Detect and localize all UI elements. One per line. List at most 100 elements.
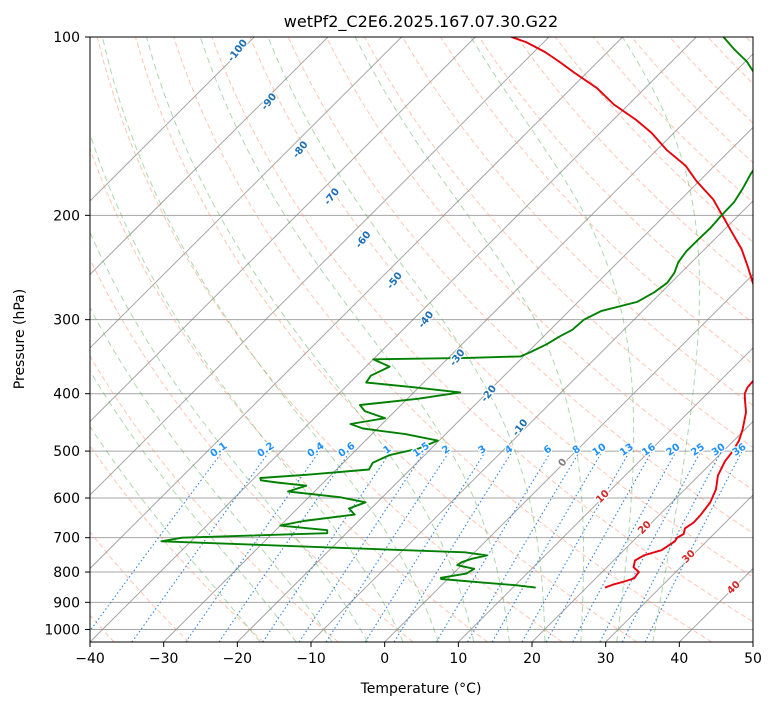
chart-title: wetPf2_C2E6.2025.167.07.30.G22 [284, 12, 558, 32]
dry-adiabat-line [90, 355, 339, 642]
dry-adiabat-line [669, 37, 753, 124]
isotherm-line [90, 37, 697, 642]
isotherm-line [752, 641, 753, 642]
dry-adiabat-label: 20 [636, 519, 654, 537]
isotherm-line [678, 567, 753, 642]
x-tick-label: −10 [296, 651, 326, 667]
moist-adiabat-line [470, 37, 635, 642]
moist-adiabat-line [90, 231, 369, 642]
mixing-ratio-label: 20 [665, 442, 683, 459]
dry-adiabat-line [90, 530, 190, 642]
y-tick-label: 200 [53, 208, 80, 224]
isotherm-line [457, 347, 753, 642]
moist-adiabat-label: -80 [291, 139, 311, 160]
isotherm-line [384, 273, 753, 642]
moist-adiabat-line [102, 37, 439, 642]
dry-adiabat-line [211, 37, 753, 623]
moist-adiabat-label: -10 [511, 417, 531, 438]
moist-adiabat-line [146, 37, 475, 642]
mixing-ratio-label: 25 [689, 442, 707, 459]
y-tick-label: 1000 [44, 622, 80, 638]
mixing-ratio-line [262, 450, 392, 642]
mixing-ratio-line [185, 450, 321, 642]
dry-adiabat-line [96, 37, 563, 642]
mixing-ratio-label: 6 [542, 444, 554, 457]
dry-adiabat-line [440, 37, 753, 365]
mixing-ratio-label: 0.4 [306, 441, 327, 460]
moist-adiabat-line [622, 37, 700, 642]
x-tick-label: 30 [597, 651, 615, 667]
mixing-ratio-label: 13 [618, 442, 636, 459]
dry-adiabat-line [90, 445, 264, 642]
y-tick-label: 800 [53, 565, 80, 581]
moist-adiabat-label: -50 [385, 270, 405, 291]
mixing-ratio-label: 2 [440, 444, 452, 457]
isotherm-line [531, 420, 753, 642]
dewpoint-line [160, 37, 753, 589]
dry-adiabat-line [745, 37, 753, 45]
moist-adiabat-line [267, 37, 546, 642]
moist-adiabat-label: -60 [354, 229, 374, 250]
isotherm-line [605, 494, 753, 642]
isotherm-line [90, 37, 402, 349]
moist-adiabat-label: -30 [448, 347, 468, 368]
y-tick-label: 700 [53, 531, 80, 547]
mixing-ratio-line [467, 450, 581, 642]
mixing-ratio-line [644, 450, 743, 642]
mixing-ratio-line [393, 450, 513, 642]
dry-adiabat-line [90, 147, 488, 642]
moist-adiabat-line [354, 37, 585, 642]
mixing-ratio-label: 36 [731, 442, 749, 459]
moist-adiabat-line [90, 306, 333, 642]
mixing-ratio-line [298, 450, 426, 642]
y-tick-label: 400 [53, 387, 80, 403]
moist-adiabat-line [90, 425, 261, 642]
dry-adiabat-line [402, 37, 753, 406]
mixing-ratio-line [131, 450, 271, 642]
y-tick-label: 500 [53, 444, 80, 460]
isotherm-line [90, 37, 550, 496]
y-tick-label: 600 [53, 491, 80, 507]
x-axis-label: Temperature (°C) [360, 681, 482, 697]
mixing-ratio-label: 16 [640, 442, 658, 459]
dry-adiabat-line [249, 37, 753, 578]
mixing-ratio-line [572, 450, 677, 642]
x-tick-label: 10 [449, 651, 467, 667]
y-axis-label: Pressure (hPa) [12, 289, 28, 389]
moist-adiabat-line [90, 369, 297, 642]
x-tick-label: −30 [149, 651, 179, 667]
dry-adiabat-line [325, 37, 753, 491]
mixing-ratio-line [90, 450, 224, 632]
dry-adiabat-label: 30 [680, 548, 698, 566]
zero-label: 0 [557, 457, 570, 469]
dry-adiabat-line [134, 37, 638, 642]
dry-adiabat-line [173, 37, 712, 642]
y-tick-label: 100 [53, 30, 80, 46]
x-tick-label: −20 [223, 651, 253, 667]
moist-adiabat-label: -70 [322, 186, 342, 207]
mixing-ratio-label: 30 [710, 442, 728, 459]
temperature-line [511, 37, 753, 589]
isotherm-line [236, 126, 753, 642]
dry-adiabat-line [90, 258, 414, 642]
dry-adiabat-line [707, 37, 753, 85]
y-tick-label: 300 [53, 313, 80, 329]
isotherm-line [310, 200, 753, 642]
x-tick-label: 50 [744, 651, 762, 667]
dry-adiabat-line [592, 37, 753, 203]
mixing-ratio-line [545, 450, 653, 642]
mixing-ratio-label: 4 [503, 444, 515, 457]
dry-adiabat-line [554, 37, 753, 243]
isotherm-line [163, 53, 753, 642]
plot-frame [89, 36, 754, 643]
mixing-ratio-line [599, 450, 702, 642]
mixing-ratio-line [521, 450, 631, 642]
x-tick-label: 40 [670, 651, 688, 667]
x-tick-label: 0 [380, 651, 389, 667]
x-tick-label: −40 [75, 651, 105, 667]
x-tick-label: 20 [523, 651, 541, 667]
mixing-ratio-line [325, 450, 451, 642]
isotherm-line [90, 37, 476, 423]
moist-adiabat-label: -20 [479, 383, 499, 404]
moist-adiabat-label: -100 [226, 38, 250, 65]
